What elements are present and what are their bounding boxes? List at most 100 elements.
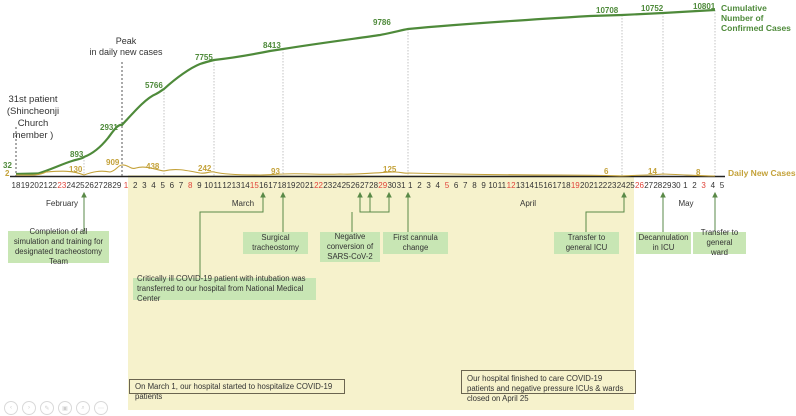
note-hospitalization-start: On March 1, our hospital started to hosp… <box>129 379 345 401</box>
x-tick-label: 13 <box>231 181 241 190</box>
legend-cumulative-line-1: Cumulative Number of <box>721 3 767 23</box>
previous-slide-icon[interactable]: ‹ <box>4 401 18 415</box>
cum-label-5766: 5766 <box>145 81 163 90</box>
x-tick-label: 29 <box>378 181 388 190</box>
x-tick-label: 4 <box>151 181 156 190</box>
x-tick-label: 20 <box>29 181 39 190</box>
cum-label-10708: 10708 <box>596 6 619 15</box>
more-icon[interactable]: ⋯ <box>94 401 108 415</box>
pen-icon[interactable]: ✎ <box>40 401 54 415</box>
daily-label-130: 130 <box>69 165 83 174</box>
peak-line-1: Peak <box>115 36 137 46</box>
month-march: March <box>231 199 255 208</box>
x-tick-label: 1 <box>683 181 688 190</box>
x-tick-label: 17 <box>552 181 562 190</box>
x-tick-label: 3 <box>142 181 147 190</box>
next-slide-icon[interactable]: › <box>22 401 36 415</box>
x-tick-label: 26 <box>350 181 360 190</box>
month-february: February <box>45 199 79 208</box>
event-simulation-training: Completion of all simulation and trainin… <box>8 227 109 266</box>
x-tick-label: 22 <box>314 181 324 190</box>
x-tick-label: 3 <box>701 181 706 190</box>
x-tick-label: 27 <box>359 181 369 190</box>
x-tick-label: 8 <box>187 181 193 190</box>
x-tick-label: 4 <box>435 181 440 190</box>
month-april: April <box>519 199 537 208</box>
x-tick-label: 6 <box>169 181 175 190</box>
x-tick-label: 11 <box>497 181 507 190</box>
first-patient-line-1: 31st patient <box>8 94 58 105</box>
x-tick-label: 9 <box>481 181 486 190</box>
x-tick-label: 26 <box>84 181 94 190</box>
x-tick-label: 14 <box>525 181 534 190</box>
x-tick-label: 7 <box>178 181 184 190</box>
x-tick-label: 27 <box>644 181 654 190</box>
daily-line <box>15 164 716 177</box>
x-tick-label: 23 <box>323 181 333 190</box>
x-tick-label: 2 <box>417 181 422 190</box>
x-tick-label: 23 <box>607 181 617 190</box>
x-tick-label: 2 <box>692 181 697 190</box>
x-tick-label: 21 <box>39 181 48 190</box>
event-transfer-general-icu: Transfer to general ICU <box>554 232 619 254</box>
cum-label-9786: 9786 <box>373 18 391 27</box>
x-tick-label: 25 <box>341 181 351 190</box>
daily-label-93: 93 <box>271 167 280 176</box>
event-first-cannula-change: First cannula change <box>383 232 448 254</box>
daily-label-14: 14 <box>648 167 657 176</box>
x-tick-label: 16 <box>543 181 553 190</box>
x-tick-label: 10 <box>204 181 213 190</box>
legend-cumulative: Cumulative Number of Confirmed Cases <box>721 3 796 33</box>
x-tick-label: 24 <box>66 181 76 190</box>
x-tick-label: 29 <box>112 181 122 190</box>
x-tick-label: 8 <box>472 181 477 190</box>
event-negative-conversion: Negative conversion of SARS-CoV-2 <box>320 232 380 262</box>
x-tick-label: 27 <box>94 181 103 190</box>
x-tick-label: 29 <box>662 181 672 190</box>
x-tick-label: 9 <box>197 181 202 190</box>
x-tick-label: 18 <box>277 181 287 190</box>
x-tick-label: 25 <box>625 181 635 190</box>
x-tick-label: 20 <box>295 181 305 190</box>
slide-viewer-controls: ‹ › ✎ ▣ ⌕ ⋯ <box>4 401 108 415</box>
x-tick-label: 19 <box>20 181 30 190</box>
x-tick-label: 1 <box>408 181 413 190</box>
x-tick-label: 5 <box>444 181 450 190</box>
x-tick-label: 3 <box>426 181 431 190</box>
legend-daily: Daily New Cases <box>728 168 796 178</box>
x-tick-label: 15 <box>534 181 544 190</box>
daily-label-438: 438 <box>146 162 160 171</box>
x-tick-label: 23 <box>57 181 67 190</box>
x-tick-label: 28 <box>369 181 379 190</box>
first-patient-label: 31st patient (Shincheonji Church member … <box>0 94 66 142</box>
event-transfer-general-ward: Transfer to general ward <box>693 228 746 257</box>
cum-label-10752: 10752 <box>641 4 664 13</box>
first-patient-line-3: Church member ) <box>12 118 54 141</box>
x-tick-label: 28 <box>653 181 663 190</box>
x-tick-label: 19 <box>286 181 296 190</box>
event-surgical-tracheostomy: Surgical tracheostomy <box>243 232 308 254</box>
x-tick-label: 19 <box>570 181 580 190</box>
x-tick-label: 10 <box>488 181 498 190</box>
first-patient-line-2: (Shincheonji <box>6 106 60 117</box>
daily-label-909: 909 <box>106 158 120 167</box>
peak-label: Peak in daily new cases <box>86 36 166 58</box>
cum-label-32: 32 <box>3 161 12 170</box>
zoom-icon[interactable]: ⌕ <box>76 401 90 415</box>
x-tick-label: 28 <box>103 181 113 190</box>
x-tick-label: 7 <box>463 181 468 190</box>
x-tick-label: 22 <box>48 181 58 190</box>
daily-label-242: 242 <box>198 164 212 173</box>
x-tick-label: 6 <box>453 181 459 190</box>
daily-label-8: 8 <box>696 168 701 177</box>
x-tick-label: 16 <box>259 181 268 190</box>
x-tick-label: 13 <box>515 181 525 190</box>
slides-icon[interactable]: ▣ <box>58 401 72 415</box>
x-tick-label: 24 <box>616 181 626 190</box>
x-tick-label: 24 <box>332 181 342 190</box>
x-tick-label: 25 <box>75 181 85 190</box>
x-tick-label: 17 <box>268 181 278 190</box>
daily-label-125: 125 <box>383 165 397 174</box>
x-tick-label: 21 <box>304 181 314 190</box>
